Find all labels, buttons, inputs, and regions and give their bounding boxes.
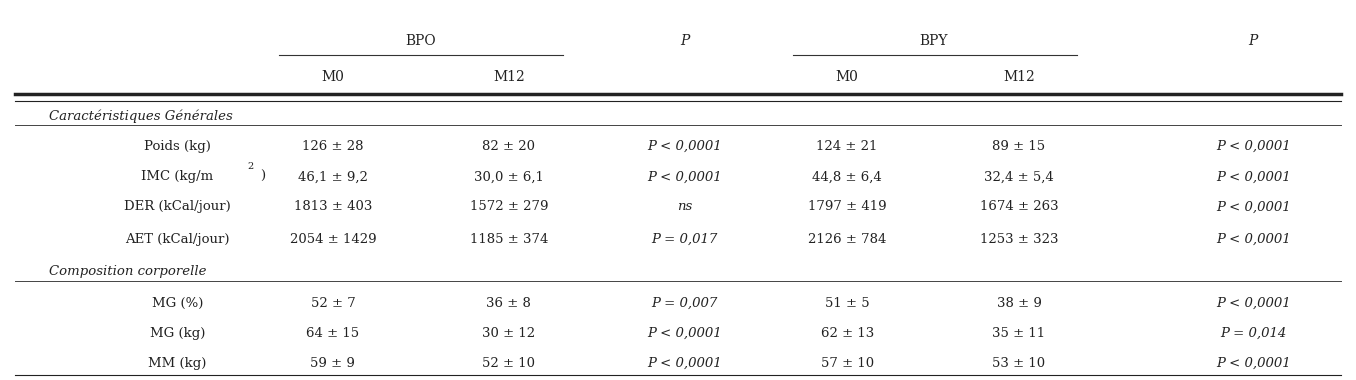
Text: P < 0,0001: P < 0,0001 (647, 357, 723, 370)
Text: P = 0,007: P = 0,007 (652, 297, 717, 310)
Text: 64 ± 15: 64 ± 15 (306, 327, 359, 340)
Text: 1813 ± 403: 1813 ± 403 (294, 201, 372, 214)
Text: 1253 ± 323: 1253 ± 323 (980, 233, 1058, 245)
Text: 124 ± 21: 124 ± 21 (816, 140, 877, 153)
Text: M0: M0 (835, 70, 858, 84)
Text: 52 ± 10: 52 ± 10 (483, 357, 536, 370)
Text: 1797 ± 419: 1797 ± 419 (808, 201, 887, 214)
Text: P < 0,0001: P < 0,0001 (647, 140, 723, 153)
Text: M12: M12 (494, 70, 525, 84)
Text: BPY: BPY (919, 34, 948, 48)
Text: AET (kCal/jour): AET (kCal/jour) (125, 233, 229, 245)
Text: P < 0,0001: P < 0,0001 (1216, 357, 1291, 370)
Text: 52 ± 7: 52 ± 7 (311, 297, 355, 310)
Text: P < 0,0001: P < 0,0001 (647, 327, 723, 340)
Text: 126 ± 28: 126 ± 28 (302, 140, 363, 153)
Text: MG (%): MG (%) (152, 297, 203, 310)
Text: 82 ± 20: 82 ± 20 (483, 140, 536, 153)
Text: 36 ± 8: 36 ± 8 (487, 297, 532, 310)
Text: 1185 ± 374: 1185 ± 374 (469, 233, 548, 245)
Text: 35 ± 11: 35 ± 11 (993, 327, 1045, 340)
Text: 59 ± 9: 59 ± 9 (311, 357, 355, 370)
Text: 32,4 ± 5,4: 32,4 ± 5,4 (984, 170, 1054, 183)
Text: P: P (1249, 34, 1258, 48)
Text: 46,1 ± 9,2: 46,1 ± 9,2 (298, 170, 367, 183)
Text: P = 0,014: P = 0,014 (1220, 327, 1287, 340)
Text: Composition corporelle: Composition corporelle (49, 264, 206, 278)
Text: P: P (681, 34, 689, 48)
Text: Caractéristiques Générales: Caractéristiques Générales (49, 110, 232, 123)
Text: 89 ± 15: 89 ± 15 (993, 140, 1045, 153)
Text: 44,8 ± 6,4: 44,8 ± 6,4 (812, 170, 881, 183)
Text: 57 ± 10: 57 ± 10 (820, 357, 873, 370)
Text: 2: 2 (247, 162, 254, 171)
Text: 2054 ± 1429: 2054 ± 1429 (290, 233, 376, 245)
Text: DER (kCal/jour): DER (kCal/jour) (123, 201, 231, 214)
Text: 51 ± 5: 51 ± 5 (824, 297, 869, 310)
Text: P < 0,0001: P < 0,0001 (1216, 140, 1291, 153)
Text: MG (kg): MG (kg) (149, 327, 205, 340)
Text: P < 0,0001: P < 0,0001 (647, 170, 723, 183)
Text: ): ) (260, 170, 266, 183)
Text: 30 ± 12: 30 ± 12 (483, 327, 536, 340)
Text: 53 ± 10: 53 ± 10 (993, 357, 1045, 370)
Text: P = 0,017: P = 0,017 (652, 233, 717, 245)
Text: P < 0,0001: P < 0,0001 (1216, 297, 1291, 310)
Text: 2126 ± 784: 2126 ± 784 (808, 233, 887, 245)
Text: BPO: BPO (405, 34, 437, 48)
Text: M0: M0 (321, 70, 344, 84)
Text: 30,0 ± 6,1: 30,0 ± 6,1 (473, 170, 544, 183)
Text: IMC (kg/m: IMC (kg/m (141, 170, 213, 183)
Text: MM (kg): MM (kg) (148, 357, 206, 370)
Text: P < 0,0001: P < 0,0001 (1216, 170, 1291, 183)
Text: 38 ± 9: 38 ± 9 (997, 297, 1041, 310)
Text: P < 0,0001: P < 0,0001 (1216, 233, 1291, 245)
Text: 62 ± 13: 62 ± 13 (820, 327, 873, 340)
Text: 1674 ± 263: 1674 ± 263 (979, 201, 1058, 214)
Text: P < 0,0001: P < 0,0001 (1216, 201, 1291, 214)
Text: M12: M12 (1003, 70, 1035, 84)
Text: 1572 ± 279: 1572 ± 279 (469, 201, 548, 214)
Text: Poids (kg): Poids (kg) (144, 140, 210, 153)
Text: ns: ns (677, 201, 693, 214)
